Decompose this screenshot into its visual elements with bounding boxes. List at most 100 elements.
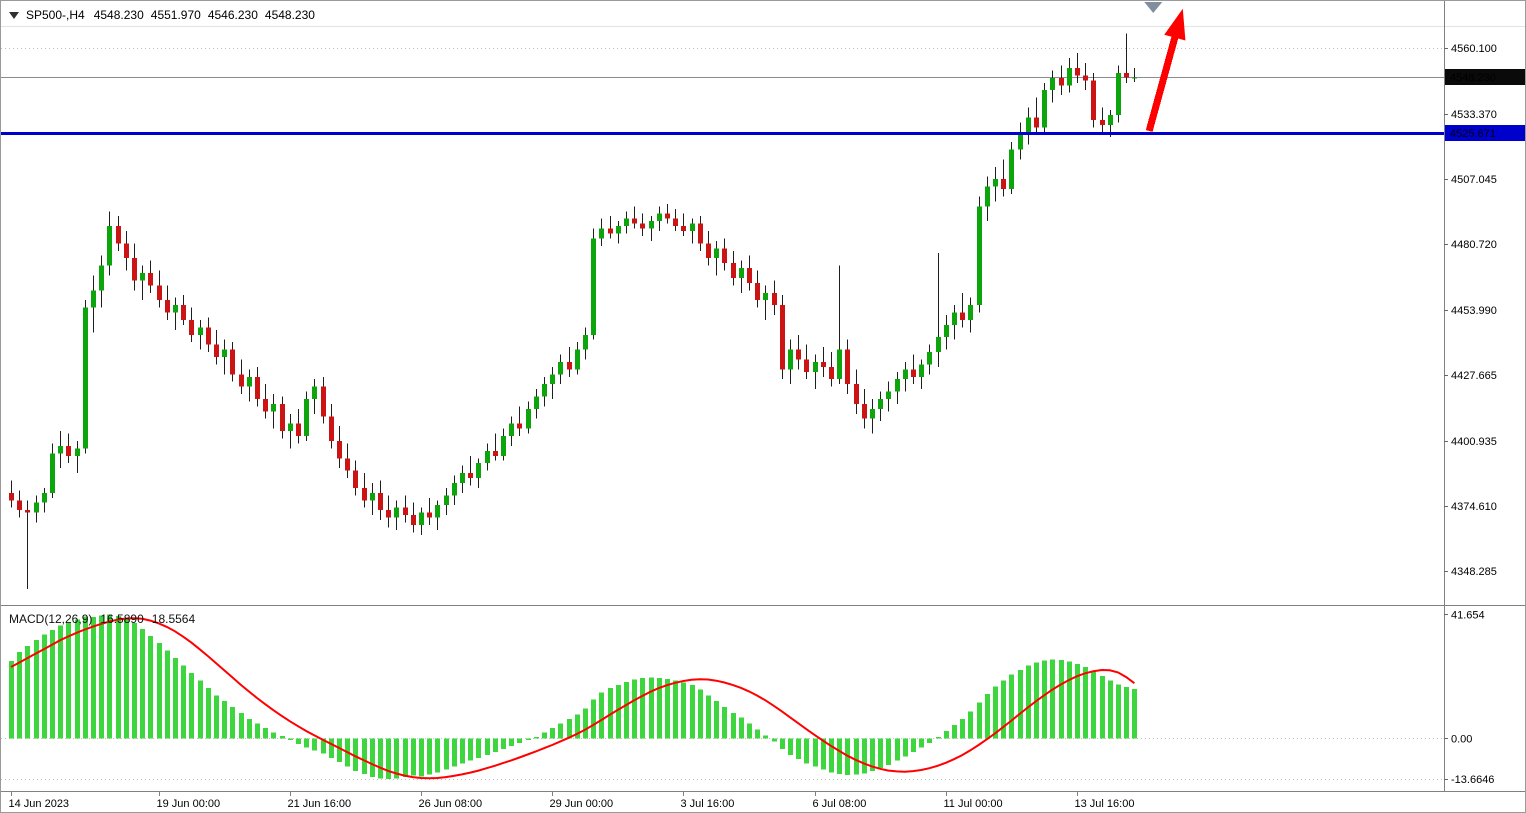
candle	[189, 307, 194, 343]
bid-price-badge	[1445, 69, 1525, 85]
candle	[304, 391, 309, 441]
candle	[1132, 68, 1137, 83]
bid-price-badge-text: 4548.230	[1450, 72, 1496, 84]
ohlc-high-value: 4551.970	[150, 8, 201, 22]
candle	[747, 255, 752, 291]
candle	[1124, 33, 1129, 83]
candle	[796, 334, 801, 370]
ohlc-low-value: 4546.230	[207, 8, 258, 22]
price-axis[interactable]: 4560.100 4533.370 4507.045 4480.720 4453.990…	[1444, 43, 1497, 786]
candle	[132, 243, 137, 291]
macd-axis-label: 41.654	[1451, 609, 1485, 621]
candle	[247, 369, 252, 402]
candle	[91, 275, 96, 333]
candle	[722, 238, 727, 271]
time-axis-label: 3 Jul 16:00	[681, 798, 735, 810]
candle	[714, 240, 719, 276]
candle	[386, 495, 391, 528]
candle	[329, 403, 334, 449]
time-axis-label: 6 Jul 08:00	[813, 798, 867, 810]
price-axis-label: 4374.610	[1451, 501, 1497, 513]
candle	[780, 295, 785, 380]
candle	[493, 433, 498, 461]
candle	[362, 473, 367, 508]
candle	[927, 344, 932, 375]
candle	[411, 502, 416, 533]
candle	[936, 253, 941, 367]
candle	[34, 495, 39, 523]
candle	[485, 443, 490, 471]
time-axis-label: 14 Jun 2023	[9, 798, 70, 810]
candle	[271, 394, 276, 429]
price-axis-label: 4348.285	[1451, 566, 1497, 578]
candle	[829, 352, 834, 387]
collapse-chart-icon[interactable]	[9, 11, 19, 19]
price-axis-label: 4533.370	[1451, 109, 1497, 121]
candle	[690, 218, 695, 244]
candle	[181, 295, 186, 325]
candle	[1001, 159, 1006, 197]
chart-object-marker-icon	[1144, 2, 1163, 13]
candle	[99, 255, 104, 308]
time-axis[interactable]: 14 Jun 2023 19 Jun 00:00 21 Jun 16:00 26 Ju…	[9, 792, 1135, 810]
candle	[681, 213, 686, 236]
candle	[739, 260, 744, 293]
candle	[1067, 58, 1072, 93]
candle	[895, 371, 900, 404]
candle	[460, 465, 465, 493]
candle	[403, 495, 408, 523]
candle	[755, 270, 760, 308]
macd-axis-label: -13.6646	[1451, 774, 1494, 786]
candle	[772, 280, 777, 315]
candle	[665, 203, 670, 224]
candle	[337, 426, 342, 469]
candle	[977, 196, 982, 313]
candle	[427, 497, 432, 525]
candle	[526, 401, 531, 434]
candle	[558, 354, 563, 385]
pane-separators	[1, 1, 1525, 792]
candle	[468, 455, 473, 486]
candle	[198, 319, 203, 350]
time-axis-label: 19 Jun 00:00	[157, 798, 221, 810]
candle	[993, 166, 998, 202]
candle	[706, 231, 711, 266]
candle	[140, 265, 145, 301]
candle	[124, 231, 129, 271]
candle	[952, 305, 957, 340]
candle	[1116, 65, 1121, 123]
support-price-badge-text: 4525.671	[1450, 128, 1496, 140]
candle	[1100, 107, 1105, 133]
candle	[517, 406, 522, 437]
candle	[255, 366, 260, 407]
price-axis-label: 4480.720	[1451, 239, 1497, 251]
candle	[788, 339, 793, 385]
candle	[288, 413, 293, 449]
candle	[476, 458, 481, 488]
candle	[107, 211, 112, 276]
macd-signal-value: 18.5564	[151, 612, 196, 626]
symbol-info-bar: SP500-,H4 4548.230 4551.970 4546.230 454…	[9, 8, 315, 22]
candlestick-series	[9, 33, 1137, 590]
candle	[567, 347, 572, 377]
time-axis-label: 11 Jul 00:00	[944, 798, 1003, 810]
ohlc-open-value: 4548.230	[93, 8, 144, 22]
candle	[83, 300, 88, 454]
candle	[66, 433, 71, 464]
macd-signal-line	[10, 617, 1135, 780]
price-axis-label: 4400.935	[1451, 436, 1497, 448]
candle	[960, 292, 965, 328]
candle	[1083, 63, 1088, 91]
candle	[608, 216, 613, 239]
ohlc-close-value: 4548.230	[264, 8, 315, 22]
candle	[419, 507, 424, 535]
candle	[731, 250, 736, 286]
candle	[599, 218, 604, 246]
candle	[1059, 65, 1064, 96]
candle	[58, 431, 63, 469]
support-price-badge	[1445, 125, 1525, 141]
trend-arrow[interactable]	[1145, 8, 1186, 132]
candle	[206, 317, 211, 353]
